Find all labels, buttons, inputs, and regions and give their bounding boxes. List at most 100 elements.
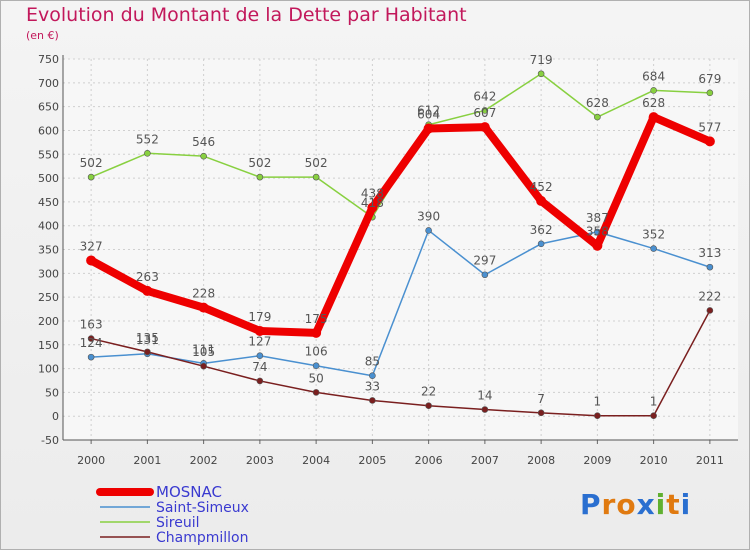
data-label: 684	[642, 69, 665, 83]
data-point	[87, 173, 95, 181]
data-label: 179	[248, 310, 271, 324]
data-label: 135	[136, 331, 159, 345]
grid	[63, 58, 738, 441]
data-point	[481, 271, 489, 279]
data-label: 14	[477, 389, 492, 403]
data-point	[650, 245, 657, 252]
chart-unit: (en €)	[26, 29, 59, 42]
data-point	[423, 123, 434, 134]
x-tick-label: 2009	[583, 454, 611, 467]
data-label: 111	[192, 342, 215, 356]
x-tick-label: 2008	[527, 454, 555, 467]
y-tick-label: 300	[38, 267, 59, 280]
series-line-champmillon	[90, 309, 711, 417]
y-tick-label: 250	[38, 291, 59, 304]
data-point	[367, 202, 378, 213]
data-label: 628	[642, 96, 665, 110]
proxiti-logo: Proxiti	[580, 488, 692, 521]
data-label: 327	[80, 239, 103, 253]
data-point	[650, 87, 657, 94]
data-point	[369, 372, 376, 380]
data-point	[142, 285, 153, 296]
data-label: 358	[586, 225, 609, 239]
x-tick-label: 2003	[246, 454, 274, 467]
data-label: 502	[248, 156, 271, 170]
data-label: 50	[308, 371, 323, 385]
data-label: 106	[305, 345, 328, 359]
data-label: 418	[361, 196, 384, 210]
data-point	[369, 397, 376, 404]
data-label: 502	[305, 156, 328, 170]
legend-label: MOSNAC	[156, 483, 222, 501]
data-label: 175	[305, 312, 328, 326]
data-point	[256, 352, 264, 360]
data-point	[256, 377, 264, 385]
data-labels: 327 263 228 179 175 438 604 607 452 358 628 577 124 1…	[80, 53, 722, 409]
data-label: 607	[473, 106, 496, 120]
data-point	[312, 389, 320, 396]
series-line-saint-simeux	[90, 229, 711, 377]
data-label: 163	[80, 318, 103, 332]
data-point	[425, 402, 432, 410]
y-tick-label: 700	[38, 77, 59, 90]
data-label: 22	[421, 385, 436, 399]
data-point	[200, 152, 207, 160]
y-tick-label: 400	[38, 220, 59, 233]
y-tick-label: 550	[38, 148, 59, 161]
data-point	[706, 307, 714, 314]
data-point	[86, 255, 97, 266]
y-tick-label: -50	[41, 434, 59, 447]
data-label: 390	[417, 209, 440, 223]
data-point	[256, 173, 264, 181]
data-point	[144, 149, 151, 157]
data-label: 313	[698, 246, 721, 260]
data-point	[650, 412, 657, 420]
data-label: 546	[192, 135, 215, 149]
x-tick-label: 2006	[415, 454, 443, 467]
x-tick-label: 2004	[302, 454, 330, 467]
series-line-mosnac	[87, 113, 714, 337]
data-point	[311, 327, 322, 338]
x-tick-label: 2011	[696, 454, 724, 467]
y-tick-label: 100	[38, 363, 59, 376]
data-point	[594, 113, 601, 121]
data-label: 642	[473, 89, 496, 103]
x-tick-label: 2005	[358, 454, 386, 467]
data-point	[312, 362, 320, 370]
data-label: 628	[586, 96, 609, 110]
data-label: 679	[698, 72, 721, 86]
axes: -500501001502002503003504004505005506006…	[38, 53, 738, 467]
legend-label: Champmillon	[156, 530, 249, 546]
data-label: 438	[361, 187, 384, 201]
x-tick-label: 2000	[77, 454, 105, 467]
data-label: 263	[136, 270, 159, 284]
data-point	[537, 409, 545, 417]
series-lines	[86, 70, 715, 420]
data-point	[536, 195, 547, 206]
data-label: 1	[650, 395, 658, 409]
data-label: 124	[80, 336, 103, 350]
data-point	[594, 412, 601, 420]
data-point	[481, 107, 489, 114]
x-tick-label: 2010	[640, 454, 668, 467]
y-tick-label: 150	[38, 339, 59, 352]
legend-label: Saint-Simeux	[156, 500, 249, 516]
y-tick-label: 750	[38, 53, 59, 66]
data-label: 74	[252, 360, 267, 374]
y-tick-label: 600	[38, 124, 59, 137]
x-tick-label: 2001	[133, 454, 161, 467]
data-label: 7	[537, 392, 545, 406]
data-label: 105	[192, 345, 215, 359]
data-label: 127	[248, 335, 271, 349]
y-tick-label: 650	[38, 101, 59, 114]
y-tick-label: 200	[38, 315, 59, 328]
x-tick-label: 2007	[471, 454, 499, 467]
data-label: 222	[698, 289, 721, 303]
data-label: 33	[365, 379, 380, 393]
data-point	[254, 325, 265, 336]
data-label: 387	[586, 211, 609, 225]
chart-title: Evolution du Montant de la Dette par Hab…	[26, 4, 467, 26]
plot-area	[63, 59, 738, 440]
